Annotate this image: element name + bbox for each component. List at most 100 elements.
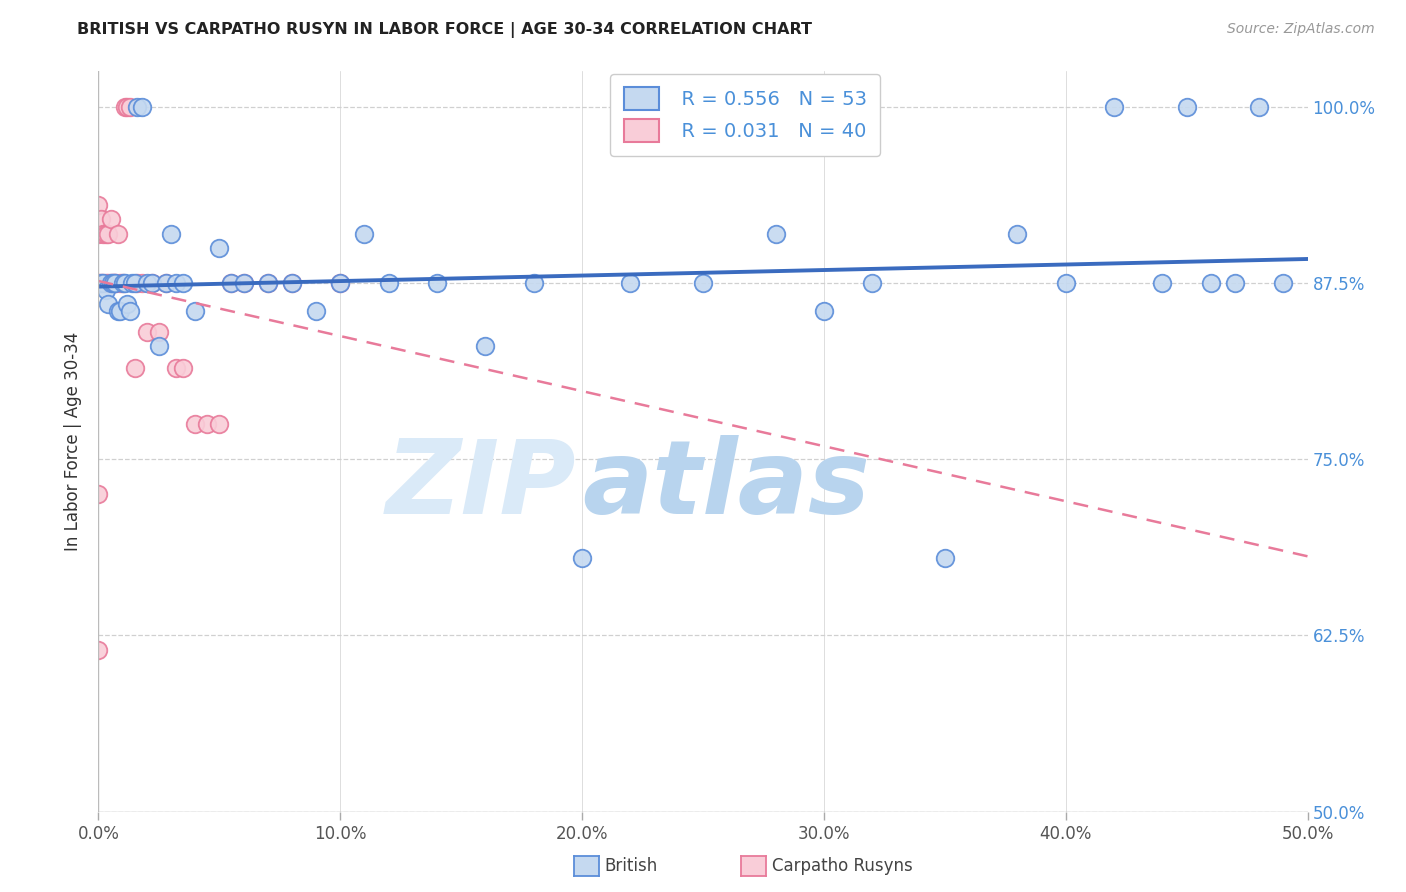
- Point: [329, 276, 352, 290]
- Point: [281, 276, 304, 290]
- Point: [117, 100, 139, 114]
- Point: [195, 417, 218, 431]
- Point: [97, 227, 120, 241]
- Point: [571, 550, 593, 565]
- Point: [353, 227, 375, 241]
- Point: [155, 276, 177, 290]
- Point: [141, 276, 163, 290]
- Point: [1102, 100, 1125, 114]
- Text: British: British: [605, 857, 658, 875]
- Point: [221, 276, 243, 290]
- Point: [107, 304, 129, 318]
- Point: [94, 283, 117, 297]
- Point: [90, 212, 112, 227]
- Point: [124, 276, 146, 290]
- Point: [305, 304, 328, 318]
- Point: [523, 276, 546, 290]
- Point: [1199, 276, 1222, 290]
- Point: [97, 297, 120, 311]
- Point: [104, 276, 127, 290]
- Point: [100, 212, 122, 227]
- Point: [165, 276, 187, 290]
- Point: [90, 276, 112, 290]
- Text: BRITISH VS CARPATHO RUSYN IN LABOR FORCE | AGE 30-34 CORRELATION CHART: BRITISH VS CARPATHO RUSYN IN LABOR FORCE…: [77, 22, 813, 38]
- Point: [121, 276, 143, 290]
- Point: [91, 227, 114, 241]
- Point: [860, 276, 883, 290]
- Point: [281, 276, 304, 290]
- Point: [135, 325, 157, 339]
- Point: [117, 297, 139, 311]
- Point: [692, 276, 714, 290]
- Point: [131, 100, 153, 114]
- Point: [184, 417, 207, 431]
- Point: [108, 304, 131, 318]
- Point: [104, 276, 127, 290]
- Point: [100, 276, 122, 290]
- Point: [90, 276, 112, 290]
- Point: [155, 276, 177, 290]
- Point: [127, 100, 149, 114]
- Point: [232, 276, 254, 290]
- Point: [111, 276, 134, 290]
- Point: [100, 276, 122, 290]
- Point: [114, 276, 136, 290]
- Point: [1272, 276, 1295, 290]
- Point: [1152, 276, 1174, 290]
- Point: [104, 276, 127, 290]
- Point: [108, 276, 131, 290]
- Point: [135, 276, 157, 290]
- Point: [765, 227, 787, 241]
- Point: [1054, 276, 1077, 290]
- Point: [87, 276, 110, 290]
- Point: [474, 339, 496, 353]
- Point: [94, 227, 117, 241]
- Point: [165, 360, 187, 375]
- Text: atlas: atlas: [582, 435, 870, 536]
- Point: [91, 276, 114, 290]
- Point: [97, 276, 120, 290]
- Point: [426, 276, 449, 290]
- Point: [91, 276, 114, 290]
- Point: [934, 550, 956, 565]
- Point: [221, 276, 243, 290]
- Point: [94, 276, 117, 290]
- Point: [114, 100, 136, 114]
- Point: [87, 642, 110, 657]
- Point: [813, 304, 835, 318]
- Point: [619, 276, 641, 290]
- Legend:   R = 0.556   N = 53,   R = 0.031   N = 40: R = 0.556 N = 53, R = 0.031 N = 40: [610, 74, 880, 155]
- Point: [131, 276, 153, 290]
- Point: [118, 304, 141, 318]
- Point: [172, 360, 194, 375]
- Point: [118, 100, 141, 114]
- Point: [329, 276, 352, 290]
- Point: [1223, 276, 1246, 290]
- Point: [107, 227, 129, 241]
- Point: [148, 339, 170, 353]
- Point: [101, 276, 124, 290]
- Point: [377, 276, 399, 290]
- Point: [208, 417, 231, 431]
- Point: [87, 276, 110, 290]
- Point: [127, 276, 149, 290]
- Point: [184, 304, 207, 318]
- Point: [111, 276, 134, 290]
- Point: [256, 276, 278, 290]
- Point: [87, 487, 110, 501]
- Point: [124, 360, 146, 375]
- Point: [232, 276, 254, 290]
- Text: Source: ZipAtlas.com: Source: ZipAtlas.com: [1227, 22, 1375, 37]
- Point: [1007, 227, 1029, 241]
- Point: [160, 227, 183, 241]
- Point: [148, 325, 170, 339]
- Point: [1249, 100, 1271, 114]
- Text: Carpatho Rusyns: Carpatho Rusyns: [772, 857, 912, 875]
- Point: [1175, 100, 1198, 114]
- Text: ZIP: ZIP: [385, 435, 576, 536]
- Point: [208, 241, 231, 255]
- Point: [101, 276, 124, 290]
- Point: [87, 227, 110, 241]
- Point: [256, 276, 278, 290]
- Point: [141, 276, 163, 290]
